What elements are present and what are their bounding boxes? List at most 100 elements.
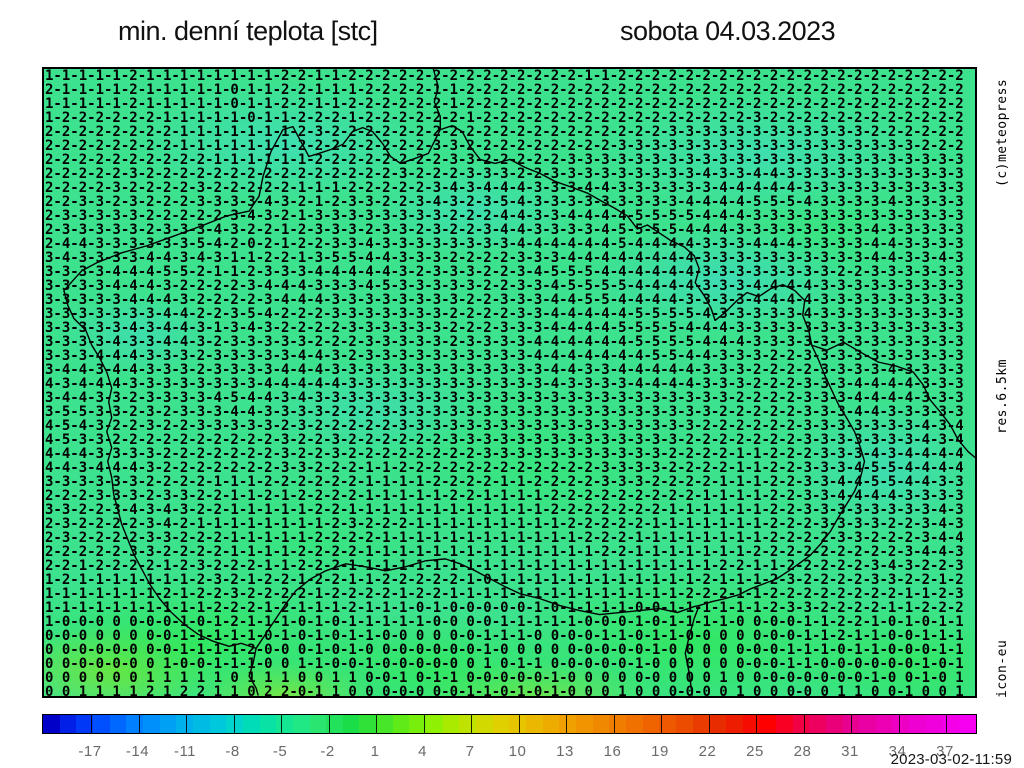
colorbar-tick [708, 715, 710, 733]
colorbar-segment [925, 715, 943, 733]
colorbar-tick-label: 19 [651, 743, 669, 760]
colorbar-tick-label: 1 [370, 743, 380, 760]
colorbar-tick [756, 715, 757, 733]
colorbar-segment [775, 715, 793, 733]
grid-row: 2-2-1-2-2-2-2-1-2-3-2-2-2-1-1-2-2-2-1-1-… [45, 558, 964, 574]
grid-row: 0 0 1 1 1 1 2 1 2 2 1 1 0 2 2-0-1 1 0 0 … [45, 684, 964, 698]
grid-row: 2-2-2-2-2-2-2-2-2-2-1-1-1-1-1-1-2-2-2-2-… [45, 152, 964, 168]
grid-row: 3-3-3-3-4-3-3-4-4-3-2-3-3-3-3-3-2-2-2-3-… [45, 334, 964, 350]
colorbar-segment [276, 715, 293, 733]
grid-row: 2-1-1-1-1-2-1-1-1-1-1-0-1-1-2-2-1-1-1-2-… [45, 82, 964, 98]
grid-row: 3-3-3-3-3-4-4-4-3-2-2-2-2-3-4-4-4-3-3-3-… [45, 292, 964, 308]
colorbar-tick-label: 37 [936, 743, 954, 760]
colorbar-tick-label: 10 [508, 743, 527, 760]
colorbar-tick-label: -11 [173, 743, 197, 760]
colorbar-segment [842, 715, 860, 733]
colorbar-tick [233, 715, 235, 733]
grid-row: 2-2-3-3-2-3-2-2-2-3-3-3-3-4-3-2-1-2-3-3-… [45, 194, 964, 210]
colorbar-tick [376, 715, 377, 733]
colorbar-segment [292, 715, 310, 733]
colorbar-segment [675, 715, 693, 733]
run-timestamp: 2023-03-02-11:59 [890, 751, 1012, 768]
colorbar-segment [426, 715, 443, 733]
grid-row: 2-2-2-2-2-2-2-2-1-1-1-1-1-1-1-2-2-2-2-2-… [45, 138, 964, 154]
colorbar-segment [892, 715, 910, 733]
colorbar-tick-label: -17 [78, 743, 102, 760]
grid-row: 1-2-1-1-1-1-1-1-1-2-3-2-1-2-2-1-2-2-1-1-… [45, 572, 964, 588]
colorbar-segment [142, 715, 160, 733]
temperature-grid: 1-1-1-1-1-2-1-1-1-1-1-1-1-1-2-2-1-1-2-2-… [45, 69, 964, 698]
colorbar-segment [909, 715, 926, 733]
colorbar-tick [946, 715, 947, 733]
temperature-map: 1-1-1-1-1-2-1-1-1-1-1-1-1-1-2-2-1-1-2-2-… [42, 67, 977, 698]
colorbar-segment [542, 715, 560, 733]
colorbar-tick [138, 715, 140, 733]
grid-row: 2-3-2-2-2-2-3-4-2-1-1-1-1-1-1-1-1-2-3-2-… [45, 516, 964, 532]
colorbar-segment [859, 715, 876, 733]
colorbar-segment [109, 715, 127, 733]
colorbar-segment [342, 715, 360, 733]
colorbar-segment [209, 715, 227, 733]
colorbar-tick-label: 16 [603, 743, 622, 760]
model-label: icon-eu [995, 639, 1010, 698]
grid-row: 2-3-3-3-3-3-2-3-3-3-4-3-2-2-1-2-3-3-3-2-… [45, 222, 964, 238]
colorbar-tick [471, 715, 472, 733]
colorbar-tick-label: 13 [556, 743, 574, 760]
colorbar-segment [192, 715, 210, 733]
colorbar-tick-label: -5 [272, 743, 288, 760]
colorbar-segment [959, 715, 976, 733]
grid-row: 2-3-3-3-3-3-2-2-2-2-2-3-4-3-2-1-3-3-3-3-… [45, 208, 964, 224]
grid-row: 3-3-3-3-4-4-4-3-2-2-2-2-3-4-4-4-3-3-3-4-… [45, 278, 964, 294]
temperature-colorbar [42, 714, 977, 734]
grid-row: 3-5-5-3-3-2-3-2-3-3-3-4-4-3-3-3-3-2-2-2-… [45, 404, 964, 420]
colorbar-tick [186, 715, 187, 733]
map-title: min. denní teplota [stc] [118, 16, 378, 46]
grid-row: 2-2-2-2-2-3-2-2-2-2-2-2-2-2-2-2-2-2-2-2-… [45, 166, 964, 182]
colorbar-tick-label: 7 [465, 743, 475, 760]
colorbar-segment [725, 715, 743, 733]
colorbar-tick-label: 22 [698, 743, 717, 760]
colorbar-segment [759, 715, 776, 733]
colorbar-segment [559, 715, 576, 733]
colorbar-tick [423, 715, 425, 733]
colorbar-tick-label: -14 [125, 743, 150, 760]
colorbar-segment [709, 715, 726, 733]
grid-row: 3-3-3-3-3-3-3-4-4-2-2-3-5-4-2-2-2-3-3-3-… [45, 306, 964, 322]
colorbar-segment [226, 715, 243, 733]
grid-row: 0 0-0-0-0-0 0 1-0-0-1-1-1-0 0 1-1-0-0-1-… [45, 656, 964, 672]
colorbar-tick [328, 715, 330, 733]
colorbar-segment [625, 715, 643, 733]
grid-row: 4-5-4-3-2-2-3-2-2-3-3-3-3-3-2-3-2-2-2-2-… [45, 418, 964, 434]
grid-row: 3-3-3-3-3-4-3-4-4-3-1-3-4-3-2-2-2-2-3-3-… [45, 320, 964, 336]
grid-row: 0 0 0 0 0 0 1 1 1 1 1 0 1 1 1 0 0 1 1 0-… [45, 670, 964, 686]
colorbar-tick-label: 28 [793, 743, 812, 760]
colorbar-segment [376, 715, 393, 733]
colorbar-segment [576, 715, 593, 733]
grid-row: 0 0-0-0-0-0 0-0-1-1-1-1-2-0-0 0-1-0-1-0 … [45, 642, 964, 658]
colorbar-segment [592, 715, 610, 733]
grid-row: 0-0-0 0 0 0 0-0-1-1-1-1-1-0-1-0-1-0-1-1-… [45, 628, 964, 644]
colorbar-tick-label: 31 [841, 743, 859, 760]
colorbar-segment [809, 715, 826, 733]
grid-row: 2-4-4-3-3-3-3-3-3-5-4-2-0-2-1-2-2-3-3-4-… [45, 236, 964, 252]
colorbar-segment [392, 715, 410, 733]
grid-row: 3-4-4-3-4-4-3-3-3-2-3-3-3-3-4-4-4-3-3-3-… [45, 362, 964, 378]
grid-row: 3-3-3-4-4-4-3-3-3-2-3-3-3-3-3-4-4-3-2-3-… [45, 348, 964, 364]
colorbar-segment [176, 715, 193, 733]
colorbar-tick [898, 715, 900, 733]
colorbar-segment [442, 715, 460, 733]
colorbar-segment [509, 715, 527, 733]
map-date: sobota 04.03.2023 [620, 16, 836, 46]
colorbar-segment [76, 715, 93, 733]
grid-row: 1-0-0-0 0 0-0-0-1-0-1-2-1-1-1-0-1-0-1-1-… [45, 614, 964, 630]
colorbar-segment [309, 715, 327, 733]
colorbar-segment [609, 715, 626, 733]
colorbar-segment [259, 715, 277, 733]
grid-row: 4-5-3-3-2-2-2-2-2-2-2-2-2-2-3-2-2-3-2-2-… [45, 432, 964, 448]
grid-row: 2-2-2-2-2-3-3-2-2-2-2-1-1-1-1-2-2-2-2-1-… [45, 544, 964, 560]
colorbar-segment [692, 715, 710, 733]
resolution-label: res.6.5km [995, 359, 1010, 434]
grid-row: 2-2-2-2-3-2-2-2-2-3-2-2-2-2-2-1-1-1-2-2-… [45, 180, 964, 196]
colorbar-segment [326, 715, 343, 733]
grid-row: 1-2-2-2-2-2-2-1-1-1-1-1-0-1-1-2-2-2-1-2-… [45, 110, 964, 126]
